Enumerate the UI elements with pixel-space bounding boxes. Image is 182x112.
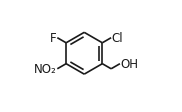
Text: Cl: Cl [112,32,123,45]
Text: OH: OH [120,58,139,71]
Text: NO₂: NO₂ [34,63,57,76]
Text: F: F [50,32,57,45]
